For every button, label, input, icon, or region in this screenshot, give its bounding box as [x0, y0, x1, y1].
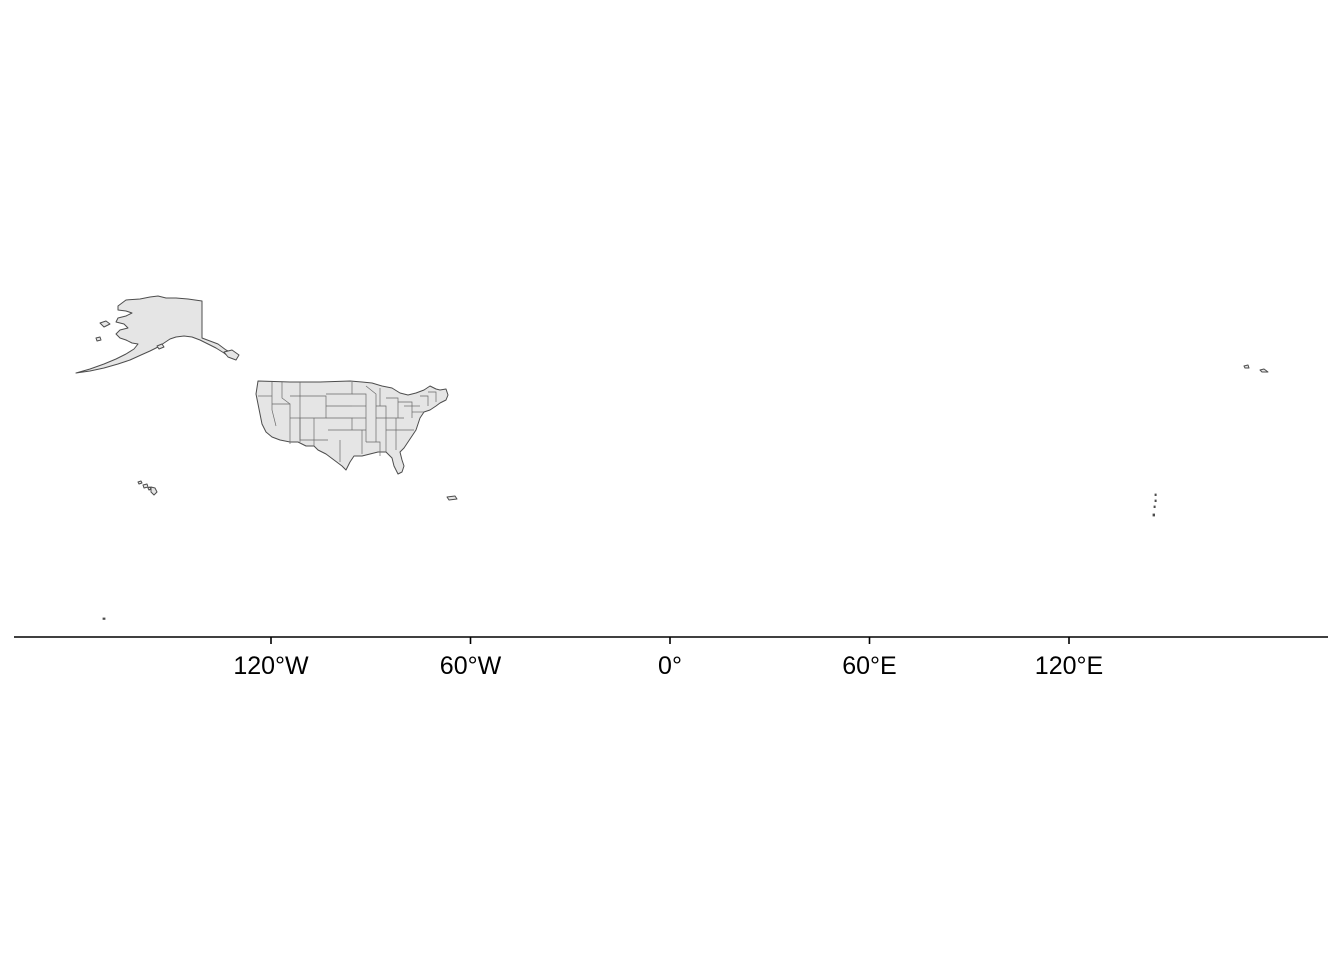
american-samoa-dot: [102, 617, 106, 620]
x-tick-label-2: 0°: [658, 652, 682, 680]
guam-northern-mariana-islands: [1152, 493, 1157, 517]
x-tick-label-0: 120°W: [233, 652, 309, 680]
puerto-rico-shape: [446, 495, 458, 501]
state-borders: [258, 382, 437, 462]
x-tick-label-4: 120°E: [1035, 652, 1103, 680]
x-tick-label-1: 60°W: [440, 652, 502, 680]
alaska-island-1: [99, 320, 111, 328]
alaska-shape: [75, 295, 239, 374]
x-axis: 120°W 60°W 0° 60°E 120°E: [14, 636, 1328, 680]
x-tick-label-3: 60°E: [842, 652, 896, 680]
aleutian-islands-west: [1243, 364, 1269, 373]
us-territories-layer: [75, 295, 1269, 620]
alaska-island-4: [223, 349, 240, 361]
alaska-island-3: [156, 343, 165, 350]
alaska-island-2: [95, 336, 102, 342]
hawaii-islands: [137, 480, 158, 496]
x-axis-ticks: 120°W 60°W 0° 60°E 120°E: [233, 637, 1103, 680]
